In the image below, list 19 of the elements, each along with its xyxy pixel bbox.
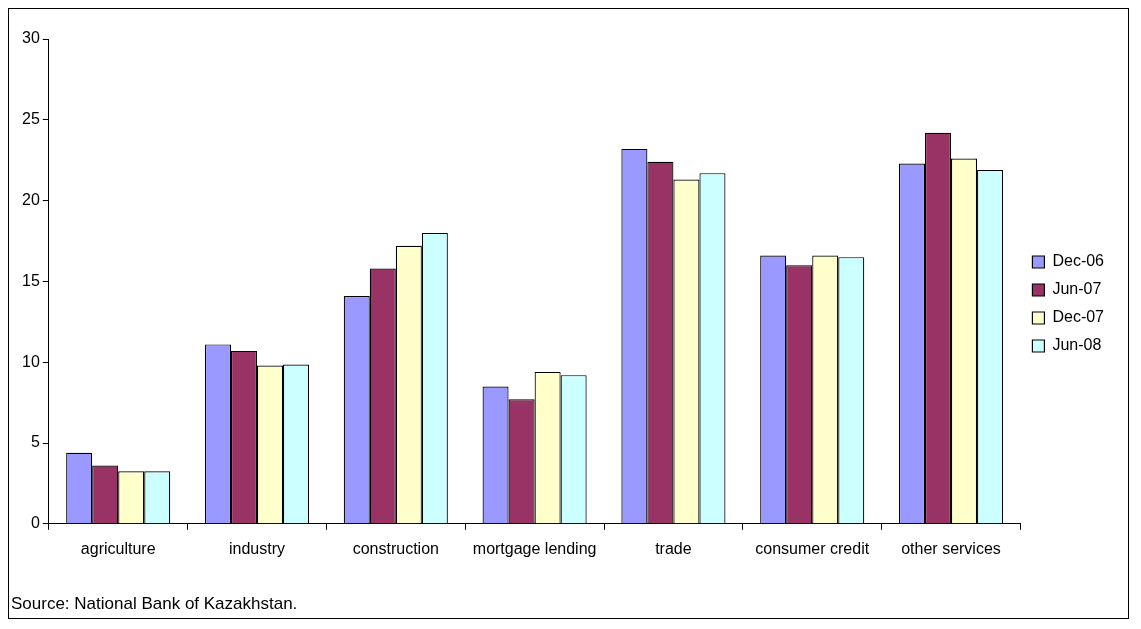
x-tick-label: consumer credit (755, 539, 870, 557)
y-tick-label: 10 (22, 352, 40, 370)
y-tick-label: 15 (22, 271, 40, 289)
y-tick-label: 5 (30, 433, 40, 451)
legend-label: Dec-07 (1052, 308, 1105, 326)
x-tick-label: other services (901, 539, 1001, 557)
legend-label: Jun-08 (1052, 336, 1102, 354)
x-tick-label: trade (655, 539, 692, 557)
x-tick-label: mortgage lending (472, 539, 597, 557)
x-tick-label: agriculture (80, 539, 156, 557)
source-note: Source: National Bank of Kazakhstan. (11, 594, 298, 614)
y-tick-label: 30 (22, 29, 40, 47)
legend-label: Jun-07 (1052, 280, 1102, 298)
legend-label: Dec-06 (1052, 252, 1105, 270)
x-tick-label: construction (352, 539, 439, 557)
y-tick-label: 20 (22, 191, 40, 209)
y-tick-label: 0 (30, 514, 40, 532)
x-tick-label: industry (228, 539, 286, 557)
y-tick-label: 25 (22, 110, 40, 128)
